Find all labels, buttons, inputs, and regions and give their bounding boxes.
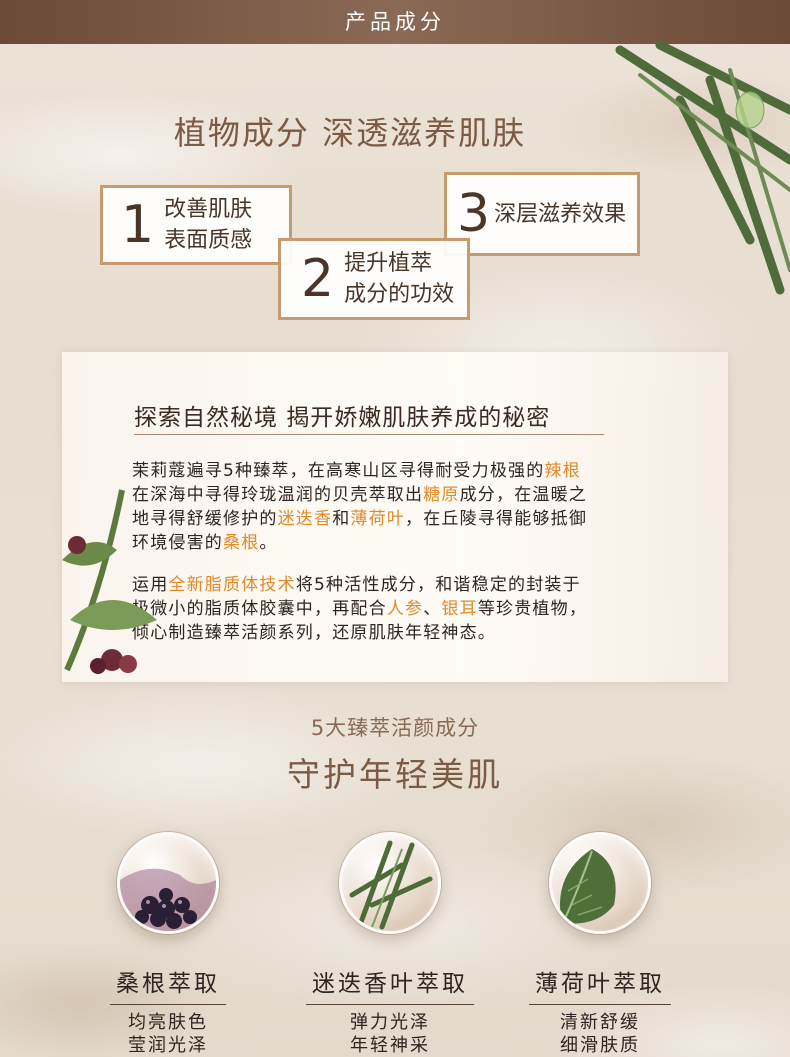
text: 和 <box>332 509 351 529</box>
desc-line: 弹力光泽 <box>350 1012 430 1033</box>
highlight-mulberry: 桑根 <box>223 533 260 553</box>
ingredient-name: 桑根萃取 <box>110 964 226 1005</box>
ingredients-subtitle: 5大臻萃活颜成分 <box>310 716 480 740</box>
text: 成分，在温暖之 <box>459 485 588 505</box>
text: 茉莉蔻遍寻5种臻萃，在高寒山区寻得耐受力极强的 <box>132 461 545 481</box>
highlight-glycogen: 糖原 <box>423 485 460 505</box>
highlight-rosemary: 迷迭香 <box>277 509 333 529</box>
highlight-liposome: 全新脂质体技术 <box>168 575 296 595</box>
herbs-decoration <box>62 489 157 674</box>
text: 在深海中寻得玲珑温润的贝壳萃取出 <box>132 485 424 505</box>
ingredient-desc: 弹力光泽 年轻神采 <box>290 1011 490 1057</box>
benefit-card-3: 3 深层滋养效果 <box>444 172 640 256</box>
text: 运用 <box>132 575 169 595</box>
panel-title: 探索自然秘境 揭开娇嫩肌肤养成的秘密 <box>134 405 551 431</box>
ingredient-rosemary: 迷迭香叶萃取 弹力光泽 年轻神采 <box>290 832 490 1057</box>
desc-line: 清新舒缓 <box>560 1012 640 1033</box>
divider <box>134 434 604 435</box>
highlight-mint: 薄荷叶 <box>350 509 406 529</box>
text: 等珍贵植物， <box>477 599 588 619</box>
benefit-line: 表面质感 <box>164 228 253 253</box>
highlight-ginseng: 人参 <box>386 599 424 619</box>
section-title: 植物成分 深透滋养肌肤 <box>173 114 527 152</box>
desc-line: 莹润光泽 <box>128 1035 208 1056</box>
benefit-card-1: 1 改善肌肤 表面质感 <box>100 185 292 265</box>
text: 极微小的脂质体胶囊中，再配合 <box>132 599 387 619</box>
text: 环境侵害的 <box>132 533 223 553</box>
text: 、 <box>423 599 442 619</box>
rosemary-decoration <box>615 40 790 295</box>
ingredient-mint: 薄荷叶萃取 清新舒缓 细滑肤质 <box>500 832 700 1057</box>
story-paragraph-2: 运用全新脂质体技术将5种活性成分，和谐稳定的封装于 极微小的脂质体胶囊中，再配合… <box>132 573 688 645</box>
mulberry-icon <box>117 832 219 934</box>
rosemary-icon <box>339 832 441 934</box>
benefit-number: 3 <box>457 184 491 244</box>
section-header: 产品成分 <box>0 0 790 44</box>
ingredient-name: 迷迭香叶萃取 <box>306 964 474 1005</box>
benefit-number: 2 <box>301 249 335 309</box>
benefit-text: 深层滋养效果 <box>494 201 627 227</box>
benefit-text: 改善肌肤 表面质感 <box>164 194 252 256</box>
header-title: 产品成分 <box>345 10 445 34</box>
ingredient-desc: 均亮肤色 莹润光泽 <box>68 1011 268 1057</box>
ingredient-name: 薄荷叶萃取 <box>529 964 671 1005</box>
desc-line: 均亮肤色 <box>128 1012 208 1033</box>
benefit-line: 改善肌肤 <box>164 197 253 222</box>
ingredient-mulberry: 桑根萃取 均亮肤色 莹润光泽 <box>68 832 268 1057</box>
ingredients-title: 守护年轻美肌 <box>287 755 503 794</box>
highlight-horseradish: 辣根 <box>544 461 581 481</box>
story-panel: 探索自然秘境 揭开娇嫩肌肤养成的秘密 茉莉蔻遍寻5种臻萃，在高寒山区寻得耐受力极… <box>62 352 728 682</box>
text: 地寻得舒缓修护的 <box>132 509 278 529</box>
mint-leaf-icon <box>549 832 651 934</box>
benefit-line: 提升植萃 <box>344 251 433 276</box>
text: 。 <box>259 533 278 553</box>
text: 倾心制造臻萃活颜系列，还原肌肤年轻神态。 <box>132 623 496 643</box>
desc-line: 年轻神采 <box>350 1035 430 1056</box>
benefit-number: 1 <box>121 195 155 255</box>
story-paragraph-1: 茉莉蔻遍寻5种臻萃，在高寒山区寻得耐受力极强的辣根 在深海中寻得玲珑温润的贝壳萃… <box>132 459 688 555</box>
benefit-text: 提升植萃 成分的功效 <box>344 248 454 310</box>
text: ，在丘陵寻得能够抵御 <box>405 509 588 529</box>
highlight-tremella: 银耳 <box>441 599 478 619</box>
text: 将5种活性成分，和谐稳定的封装于 <box>295 575 581 595</box>
benefit-line: 成分的功效 <box>344 282 455 307</box>
ingredient-desc: 清新舒缓 细滑肤质 <box>500 1011 700 1057</box>
desc-line: 细滑肤质 <box>560 1035 640 1056</box>
benefit-card-2: 2 提升植萃 成分的功效 <box>278 238 470 320</box>
